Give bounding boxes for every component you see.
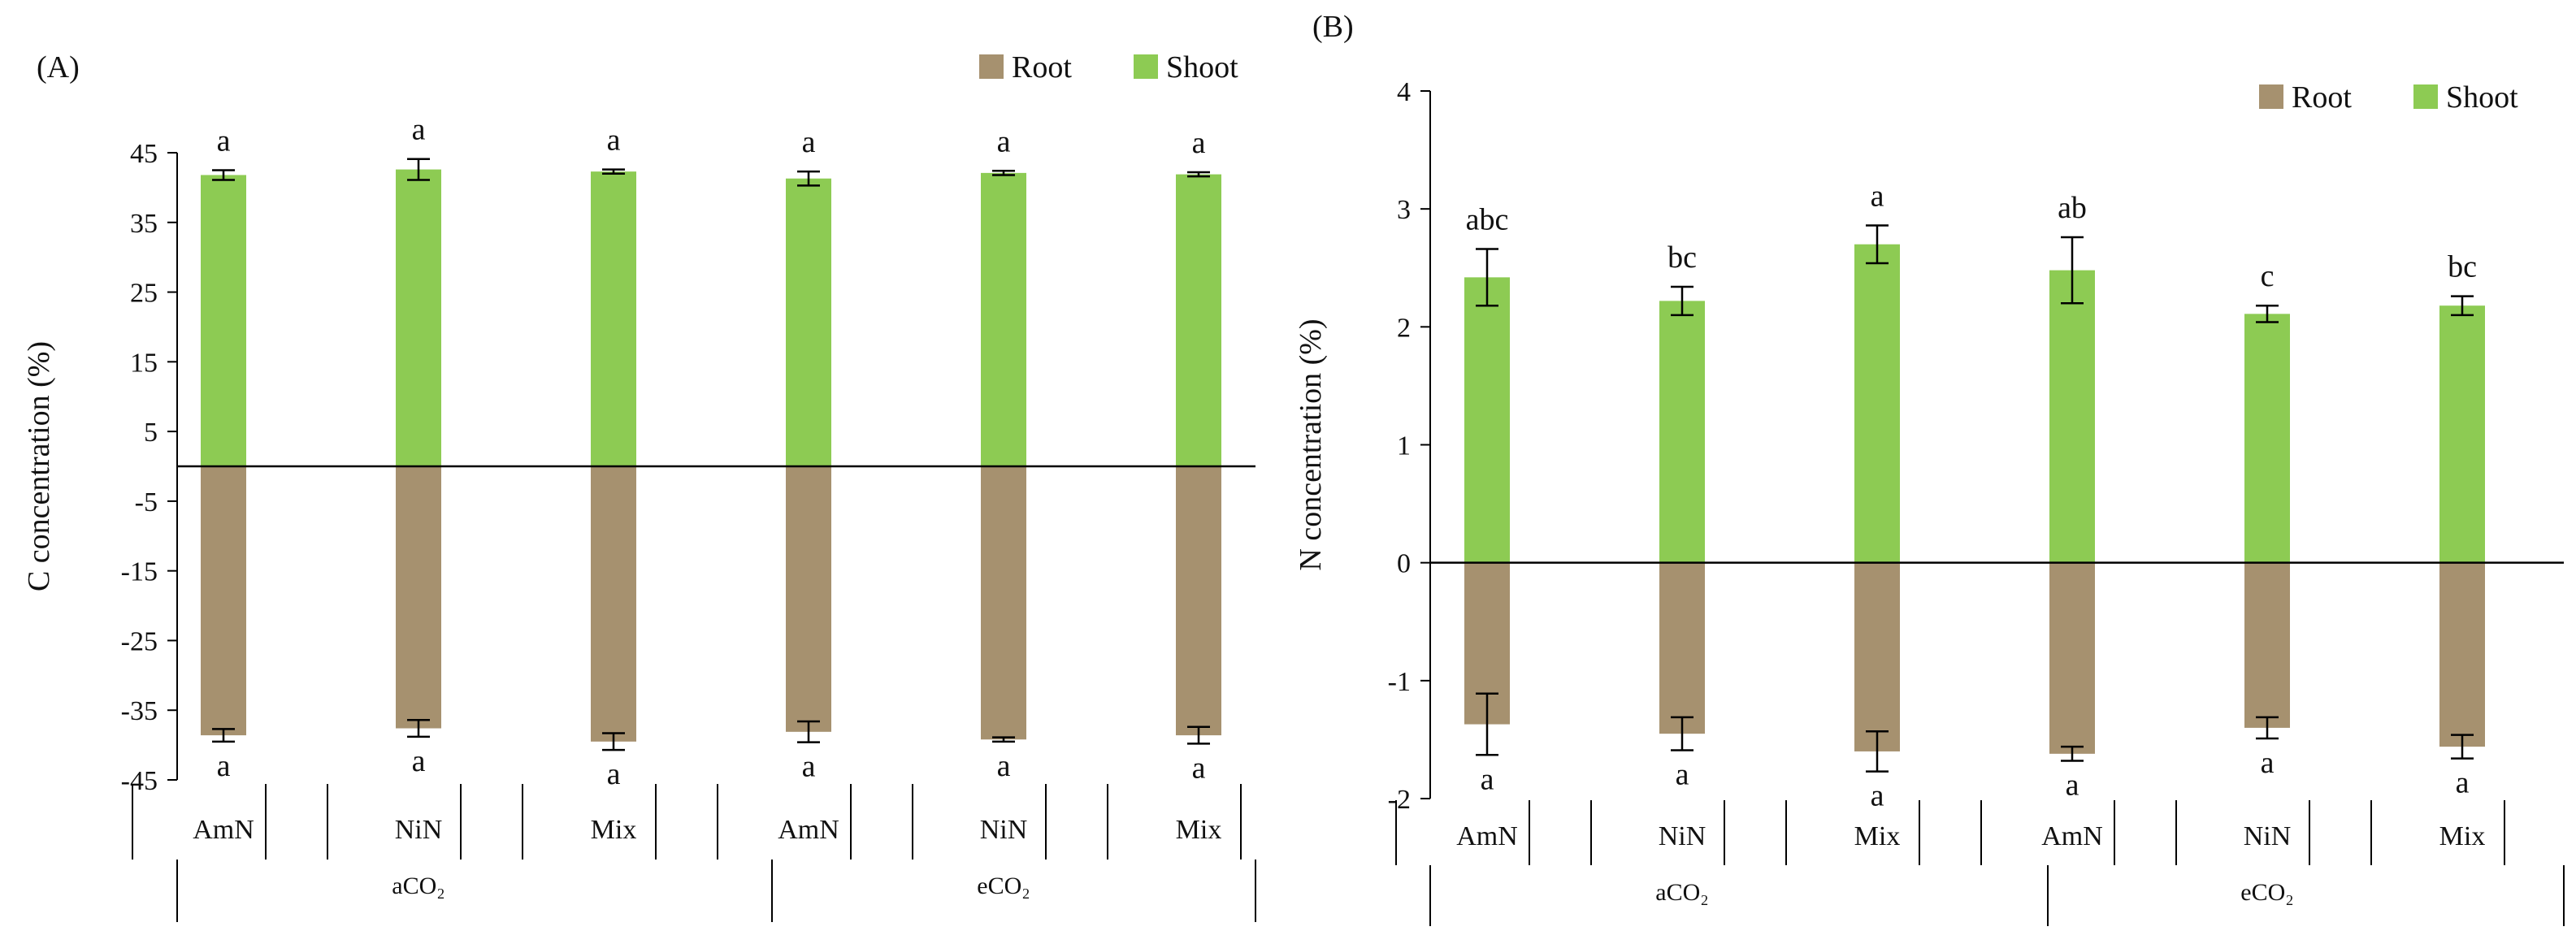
a-shoot-bar: [786, 178, 831, 466]
b-legend-swatch: [2259, 84, 2283, 109]
b-shoot-letter: bc: [2448, 250, 2477, 284]
b-shoot-bar: [2049, 270, 2095, 563]
b-shoot-letter: c: [2261, 259, 2275, 293]
a-y-tick-label: -25: [121, 626, 158, 656]
b-root-letter: a: [1676, 757, 1689, 791]
a-y-tick-label: 45: [130, 139, 158, 169]
a-y-tick-label: -35: [121, 696, 158, 726]
b-y-tick-label: 2: [1397, 313, 1411, 343]
a-y-tick-label: 15: [130, 348, 158, 378]
b-category-label: NiN: [1659, 821, 1706, 851]
b-y-axis-title: N concentration (%): [1294, 318, 1328, 570]
a-root-letter: a: [412, 744, 426, 778]
a-y-tick-label: -5: [135, 487, 158, 517]
a-category-label: NiN: [980, 815, 1028, 845]
b-category-label: AmN: [2041, 821, 2103, 851]
b-shoot-bar: [1659, 301, 1705, 563]
b-y-tick-label: 1: [1397, 431, 1411, 461]
a-legend-label: Shoot: [1166, 50, 1238, 84]
b-category-label: Mix: [1854, 821, 1901, 851]
b-root-bar: [2439, 562, 2485, 747]
a-legend-label: Root: [1012, 50, 1072, 84]
a-legend-swatch: [979, 54, 1004, 79]
b-root-letter: a: [1481, 762, 1494, 796]
b-shoot-letter: a: [1871, 179, 1884, 213]
a-root-bar: [201, 466, 246, 736]
b-shoot-bar: [2439, 305, 2485, 563]
b-y-tick-label: -1: [1388, 667, 1411, 697]
b-legend-swatch: [2413, 84, 2438, 109]
b-shoot-bar: [1854, 244, 1900, 563]
b-root-letter: a: [2261, 746, 2275, 780]
a-root-bar: [591, 466, 636, 742]
b-root-bar: [1659, 562, 1705, 734]
a-root-letter: a: [217, 749, 231, 783]
b-legend-label: Root: [2292, 80, 2352, 115]
b-y-tick-label: 4: [1397, 77, 1411, 107]
a-shoot-bar: [1176, 174, 1221, 466]
a-legend-swatch: [1134, 54, 1158, 79]
b-root-letter: a: [2066, 769, 2079, 803]
b-panel-label: (B): [1312, 10, 1354, 44]
b-y-tick-label: -2: [1388, 785, 1411, 815]
b-category-label: Mix: [2439, 821, 2486, 851]
a-y-tick-label: 25: [130, 279, 158, 309]
a-group-label: eCO₂: [977, 873, 1030, 899]
a-shoot-letter: a: [802, 125, 816, 159]
a-y-tick-label: 35: [130, 209, 158, 239]
a-root-letter: a: [607, 757, 621, 791]
a-y-tick-label: -45: [121, 766, 158, 796]
b-shoot-bar: [2244, 314, 2290, 563]
a-category-label: Mix: [1176, 815, 1222, 845]
b-y-tick-label: 0: [1397, 549, 1411, 579]
b-shoot-bar: [1464, 277, 1510, 563]
a-root-bar: [786, 466, 831, 732]
a-root-bar: [396, 466, 441, 729]
a-category-label: NiN: [395, 815, 443, 845]
a-shoot-bar: [981, 172, 1026, 466]
a-root-letter: a: [802, 750, 816, 784]
b-category-label: NiN: [2244, 821, 2292, 851]
b-group-label: eCO₂: [2240, 879, 2293, 906]
b-legend-label: Shoot: [2446, 80, 2518, 115]
a-category-label: AmN: [778, 815, 839, 845]
a-y-axis-title: C concentration (%): [22, 341, 56, 591]
a-legend: Root Shoot: [979, 50, 1238, 84]
b-legend: Root Shoot: [2259, 80, 2518, 115]
a-panel-label: (A): [37, 50, 80, 84]
a-y-tick-label: -15: [121, 557, 158, 587]
a-shoot-bar: [201, 175, 246, 466]
b-root-bar: [2244, 562, 2290, 728]
a-group-label: aCO₂: [392, 873, 445, 899]
a-root-letter: a: [997, 749, 1011, 783]
a-category-label: Mix: [591, 815, 637, 845]
a-shoot-letter: a: [997, 124, 1011, 158]
a-shoot-bar: [396, 169, 441, 466]
b-category-label: AmN: [1456, 821, 1518, 851]
b-group-label: aCO₂: [1655, 879, 1708, 906]
b-shoot-letter: bc: [1667, 240, 1697, 275]
b-y-tick-label: 3: [1397, 195, 1411, 225]
a-root-letter: a: [1192, 751, 1206, 785]
b-root-letter: a: [1871, 779, 1884, 813]
a-shoot-bar: [591, 171, 636, 466]
a-y-tick-label: 5: [144, 418, 158, 448]
b-root-bar: [2049, 562, 2095, 754]
a-shoot-letter: a: [1192, 126, 1206, 160]
a-shoot-letter: a: [217, 123, 231, 158]
a-category-label: AmN: [193, 815, 254, 845]
a-shoot-letter: a: [607, 123, 621, 158]
a-root-bar: [981, 466, 1026, 740]
a-root-bar: [1176, 466, 1221, 736]
panel-a-chart: (A) 45 35 25 15 5 -5 -15 -25 -35 -45 C concentratio…: [22, 50, 1256, 922]
b-root-bar: [1854, 562, 1900, 751]
b-shoot-letter: ab: [2058, 191, 2087, 225]
b-shoot-letter: abc: [1466, 203, 1509, 237]
b-root-letter: a: [2456, 766, 2470, 800]
a-shoot-letter: a: [412, 113, 426, 147]
